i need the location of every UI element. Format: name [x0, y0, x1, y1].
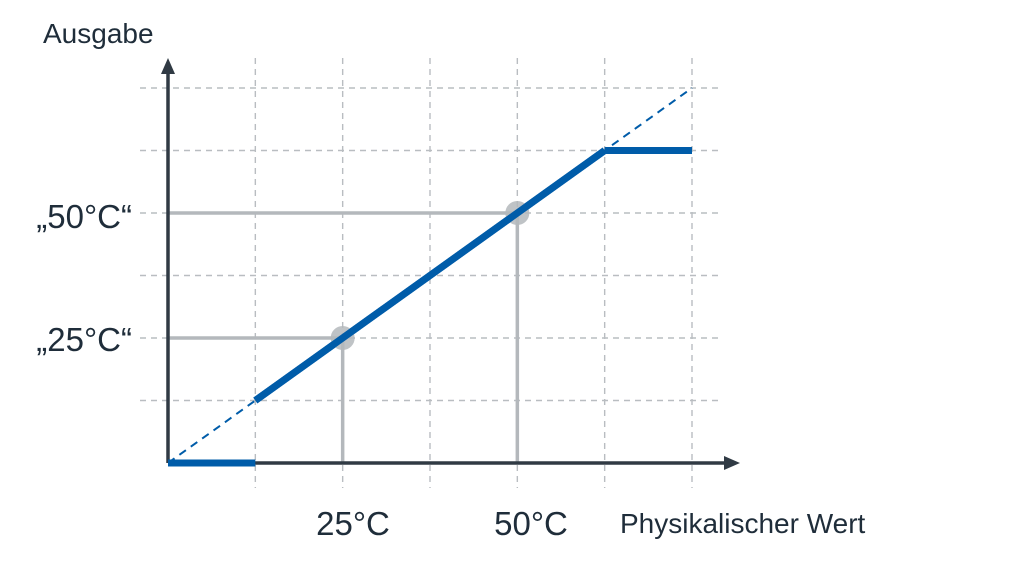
- x-axis-arrow-icon: [724, 456, 740, 470]
- x-axis-label: Physikalischer Wert: [620, 508, 866, 539]
- guide-lines: [168, 211, 520, 463]
- reference-points: [253, 147, 607, 404]
- output-series: [168, 147, 692, 467]
- axes: [161, 58, 740, 470]
- x-tick-label: 25°C: [316, 505, 390, 542]
- output-line-segment: [253, 147, 607, 404]
- x-tick-label: 50°C: [494, 505, 568, 542]
- y-axis-label: Ausgabe: [43, 18, 154, 49]
- y-tick-label: „25°C“: [36, 321, 132, 358]
- y-tick-label: „50°C“: [36, 198, 132, 235]
- y-axis-arrow-icon: [161, 58, 175, 74]
